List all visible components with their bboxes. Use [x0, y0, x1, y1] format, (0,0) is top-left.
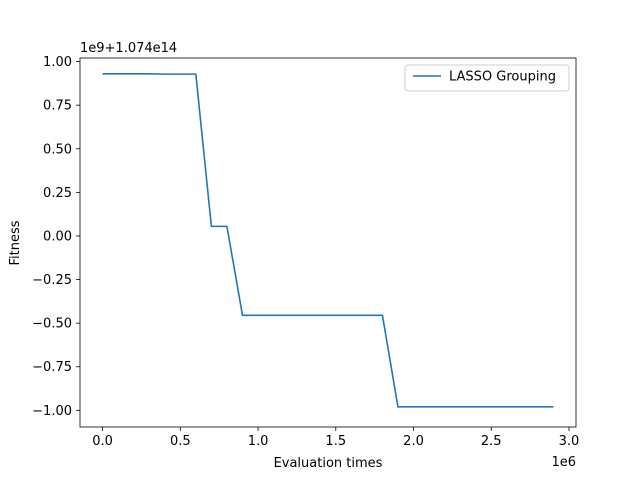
x-tick-label: 0.5	[170, 434, 191, 449]
x-tick-label: 0.0	[92, 434, 113, 449]
y-tick-label: −1.00	[32, 404, 72, 419]
series-line	[102, 72, 554, 408]
legend-box	[404, 64, 570, 92]
y-axis: 1.00 0.75 0.50 0.25 0.00 −0.25 −0.50 −0.75 −1.00	[32, 55, 80, 419]
x-axis: 0.0 0.5 1.0 1.5 2.0 2.5 3.0	[92, 427, 579, 449]
y-axis-offset-text: 1e9+1.074e14	[80, 41, 177, 56]
legend-label: LASSO Grouping	[449, 70, 556, 85]
y-axis-label: Fitness	[8, 220, 23, 265]
y-tick-label: 0.75	[43, 99, 72, 114]
legend: LASSO Grouping	[404, 64, 570, 92]
x-axis-offset-text: 1e6	[551, 455, 576, 470]
x-tick-label: 1.5	[325, 434, 346, 449]
x-tick-label: 2.0	[403, 434, 424, 449]
y-tick-label: 0.50	[43, 142, 72, 157]
y-tick-label: 0.00	[43, 229, 72, 244]
y-tick-label: −0.75	[32, 360, 72, 375]
y-tick-label: −0.25	[32, 273, 72, 288]
x-tick-label: 1.0	[248, 434, 269, 449]
y-tick-label: 1.00	[43, 55, 72, 70]
x-tick-label: 3.0	[559, 434, 580, 449]
series-layer	[102, 72, 554, 408]
axes-frame	[79, 57, 577, 428]
y-tick-label: −0.50	[32, 317, 72, 332]
y-tick-label: 0.25	[43, 186, 72, 201]
x-tick-label: 2.5	[481, 434, 502, 449]
x-axis-label: Evaluation times	[274, 456, 383, 471]
